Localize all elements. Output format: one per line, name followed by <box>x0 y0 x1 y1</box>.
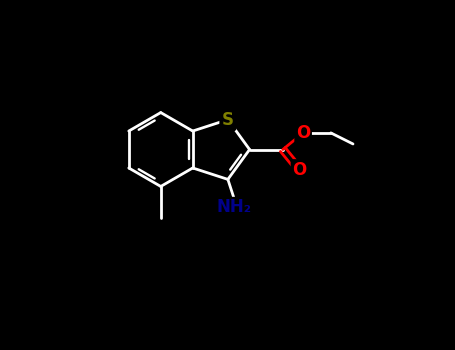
Text: NH₂: NH₂ <box>216 198 251 217</box>
Text: O: O <box>292 161 307 179</box>
Text: O: O <box>296 124 310 142</box>
Text: S: S <box>222 111 234 128</box>
